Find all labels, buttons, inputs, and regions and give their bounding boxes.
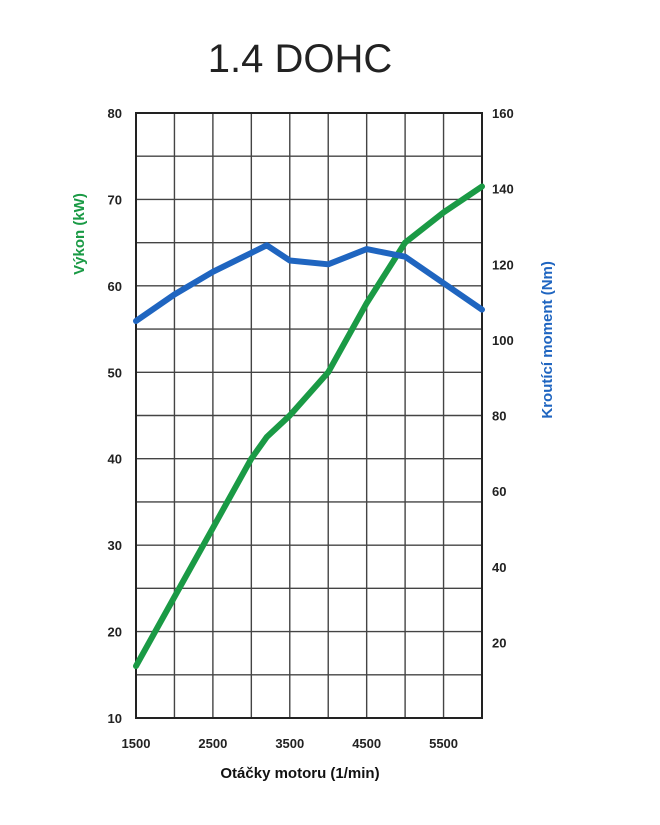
x-axis-label: Otáčky motoru (1/min) bbox=[220, 765, 379, 782]
series-line-torque bbox=[133, 242, 485, 324]
y-right-tick-label: 120 bbox=[492, 257, 514, 272]
y-right-tick-label: 140 bbox=[492, 182, 514, 197]
y-left-tick-label: 10 bbox=[108, 711, 122, 726]
y-left-tick-label: 40 bbox=[108, 452, 122, 467]
x-tick-label: 4500 bbox=[352, 736, 381, 751]
y-right-axis-label: Kroutící moment (Nm) bbox=[539, 261, 556, 419]
y-left-tick-label: 50 bbox=[108, 365, 122, 380]
x-tick-label: 3500 bbox=[275, 736, 304, 751]
y-left-tick-label: 20 bbox=[108, 625, 122, 640]
y-left-tick-label: 70 bbox=[108, 192, 122, 207]
y-left-tick-label: 30 bbox=[108, 538, 122, 553]
y-left-tick-label: 60 bbox=[108, 279, 122, 294]
series bbox=[133, 183, 485, 670]
y-left-axis-label: Výkon (kW) bbox=[71, 193, 88, 275]
plot-frame bbox=[135, 112, 483, 719]
x-axis-ticks: 1500 2500 3500 4500 5500 bbox=[122, 736, 458, 751]
x-tick-label: 2500 bbox=[198, 736, 227, 751]
chart-title: 1.4 DOHC bbox=[208, 37, 393, 81]
y-right-tick-label: 60 bbox=[492, 484, 506, 499]
y-right-tick-label: 40 bbox=[492, 560, 506, 575]
x-tick-label: 5500 bbox=[429, 736, 458, 751]
y-left-axis-ticks: 10 20 30 40 50 60 70 80 bbox=[108, 106, 122, 726]
x-tick-label: 1500 bbox=[122, 736, 151, 751]
y-right-tick-label: 20 bbox=[492, 635, 506, 650]
y-left-tick-label: 80 bbox=[108, 106, 122, 121]
y-right-tick-label: 160 bbox=[492, 106, 514, 121]
y-right-axis-ticks: 20 40 60 80 100 120 140 160 bbox=[492, 106, 514, 650]
y-right-tick-label: 100 bbox=[492, 333, 514, 348]
y-right-tick-label: 80 bbox=[492, 409, 506, 424]
series-line-power bbox=[133, 183, 485, 670]
